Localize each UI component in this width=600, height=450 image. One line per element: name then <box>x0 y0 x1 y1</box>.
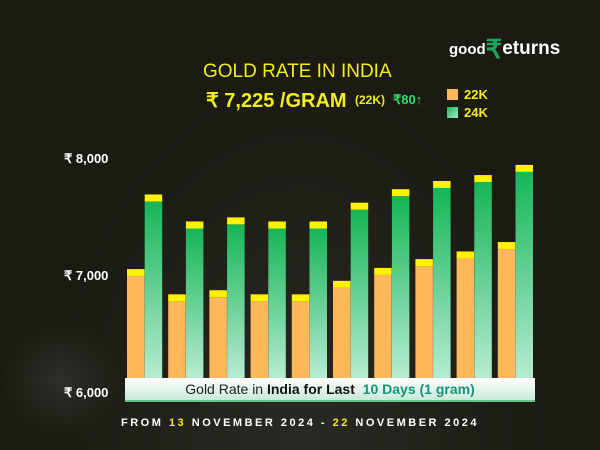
bar-cap <box>127 269 145 277</box>
bar-cap <box>227 217 245 225</box>
bar-24k <box>350 209 369 380</box>
bar-cap <box>291 294 310 302</box>
legend-swatch <box>447 107 458 118</box>
legend-22k: 22K <box>447 87 488 102</box>
bar-cap <box>456 251 475 259</box>
bar-22k <box>250 301 269 380</box>
bar-22k <box>209 297 227 380</box>
bar-cap <box>515 164 533 172</box>
bar-cap <box>391 189 410 197</box>
chart-subtitle-banner: Gold Rate in India for Last 10 Days (1 g… <box>125 378 535 402</box>
bar-22k <box>374 274 392 380</box>
bar-24k <box>268 228 286 380</box>
bar-cap <box>350 202 369 210</box>
bar-24k <box>515 171 533 380</box>
bar-cap <box>144 194 163 202</box>
date-range: FROM 13 NOVEMBER 2024 - 22 NOVEMBER 2024 <box>120 417 480 429</box>
bar-22k <box>127 276 145 380</box>
y-tick-label: ₹ 8,000 <box>64 151 109 166</box>
bar-cap <box>185 221 204 229</box>
bar-22k <box>415 266 433 380</box>
bar-cap <box>168 294 186 302</box>
bar-24k <box>433 187 451 380</box>
bar-cap <box>374 267 392 275</box>
bar-24k <box>474 182 492 380</box>
bar-24k <box>227 224 245 380</box>
bar-22k <box>291 301 310 380</box>
current-price: ₹ 7,225 /GRAM <box>206 90 347 112</box>
goodreturns-logo: good₹eturns <box>449 34 561 64</box>
bar-24k <box>309 228 327 380</box>
bar-24k <box>185 228 204 380</box>
bar-22k <box>456 258 475 380</box>
bar-cap <box>268 221 286 229</box>
bar-24k <box>391 196 410 380</box>
bar-cap <box>433 180 451 188</box>
bar-cap <box>333 280 351 288</box>
bar-cap <box>497 242 516 250</box>
y-tick-label: ₹ 6,000 <box>64 385 109 400</box>
bar-22k <box>497 249 516 380</box>
legend-swatch <box>447 89 458 100</box>
bar-cap <box>474 175 492 183</box>
price-change: ₹80↑ <box>393 92 423 107</box>
bar-22k <box>168 301 186 380</box>
bar-24k <box>144 201 163 380</box>
bar-cap <box>309 221 327 229</box>
bar-cap <box>415 259 433 267</box>
bar-cap <box>250 294 269 302</box>
legend-24k: 24K <box>447 105 488 120</box>
bar-22k <box>333 287 351 380</box>
price-unit: (22K) <box>355 93 386 107</box>
y-tick-label: ₹ 7,000 <box>64 268 109 283</box>
chart-title: GOLD RATE IN INDIA <box>203 61 392 82</box>
bar-cap <box>209 290 227 298</box>
